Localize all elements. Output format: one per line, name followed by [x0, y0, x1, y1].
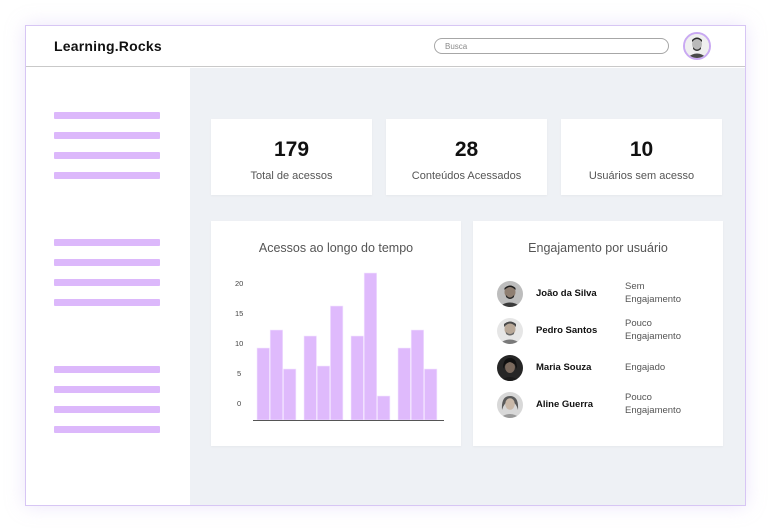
sidebar-menu-item[interactable] — [54, 172, 160, 179]
stat-card-contents-accessed: 28 Conteúdos Acessados — [386, 119, 547, 195]
list-item[interactable]: Pedro Santos Pouco Engajamento — [497, 317, 717, 345]
top-header: Learning.Rocks — [26, 26, 745, 67]
search-input[interactable] — [434, 38, 669, 54]
status-line: Engajamento — [625, 404, 681, 416]
chart-bar — [303, 335, 317, 421]
list-item[interactable]: Maria Souza Engajado — [497, 354, 717, 382]
sidebar-menu-item[interactable] — [54, 386, 160, 393]
sidebar-menu-item[interactable] — [54, 132, 160, 139]
chart-bar — [350, 335, 364, 421]
chart-bar — [377, 395, 391, 421]
chart-panel: Acessos ao longo do tempo 20 15 10 5 0 — [211, 221, 461, 446]
user-name: Pedro Santos — [536, 325, 598, 336]
sidebar-menu-item[interactable] — [54, 239, 160, 246]
stat-value: 28 — [454, 138, 479, 161]
engagement-status: Engajado — [625, 362, 715, 375]
stat-label: Conteúdos Acessados — [411, 170, 522, 182]
status-line: Engajado — [625, 362, 666, 373]
engagement-status: Pouco Engajamento — [625, 318, 715, 343]
user-photo-icon — [497, 355, 523, 381]
status-line: Pouco — [625, 392, 652, 403]
status-line: Sem — [625, 281, 645, 292]
status-line: Engajamento — [625, 293, 681, 305]
y-tick-label: 0 — [237, 399, 242, 408]
list-item[interactable]: João da Silva Sem Engajamento — [497, 280, 717, 308]
user-photo-icon — [497, 318, 523, 344]
sidebar-menu-item[interactable] — [54, 426, 160, 433]
stat-value: 179 — [273, 138, 310, 161]
engagement-panel: Engajamento por usuário João da Silva Se… — [473, 221, 723, 446]
brand-logo[interactable]: Learning.Rocks — [54, 38, 162, 54]
chart-bar — [269, 329, 284, 421]
engagement-title: Engajamento por usuário — [528, 241, 668, 255]
status-line: Pouco — [625, 318, 652, 329]
chart-bar — [410, 329, 424, 421]
user-name: João da Silva — [536, 288, 597, 299]
chart-bar — [283, 368, 297, 421]
user-name: Maria Souza — [536, 362, 592, 373]
dashboard-content: 179 Total de acessos 28 Conteúdos Acessa… — [190, 68, 745, 505]
engagement-status: Sem Engajamento — [625, 281, 715, 306]
chart-bar — [256, 347, 270, 421]
sidebar-menu-item[interactable] — [54, 406, 160, 413]
stat-card-users-without-access: 10 Usuários sem acesso — [561, 119, 722, 195]
sidebar-menu-item[interactable] — [54, 299, 160, 306]
sidebar-menu-item[interactable] — [54, 259, 160, 266]
user-photo-icon — [497, 392, 523, 418]
stat-label: Usuários sem acesso — [588, 170, 695, 182]
user-photo-icon — [497, 281, 523, 307]
chart-bar — [363, 272, 377, 421]
status-line: Engajamento — [625, 330, 681, 342]
chart-title: Acessos ao longo do tempo — [258, 241, 414, 255]
sidebar — [26, 68, 190, 505]
stat-label: Total de acessos — [250, 170, 333, 182]
user-avatar-icon[interactable] — [683, 32, 711, 60]
chart-bar — [316, 365, 330, 421]
stat-value: 10 — [629, 138, 654, 161]
chart-bar — [397, 347, 411, 421]
list-item[interactable]: Aline Guerra Pouco Engajamento — [497, 391, 717, 419]
bar-chart — [253, 272, 444, 421]
sidebar-menu-item[interactable] — [54, 152, 160, 159]
stat-card-total-accesses: 179 Total de acessos — [211, 119, 372, 195]
chart-bar — [424, 368, 438, 421]
user-name: Aline Guerra — [536, 399, 594, 410]
sidebar-menu-item[interactable] — [54, 112, 160, 119]
y-tick-label: 5 — [237, 369, 242, 378]
sidebar-menu-item[interactable] — [54, 366, 160, 373]
engagement-status: Pouco Engajamento — [625, 392, 715, 417]
app-window: Learning.Rocks 179 Total de aces — [25, 25, 746, 506]
sidebar-menu-item[interactable] — [54, 279, 160, 286]
y-tick-label: 10 — [235, 339, 244, 348]
chart-bar — [330, 305, 344, 421]
y-tick-label: 20 — [235, 279, 244, 288]
y-tick-label: 15 — [235, 309, 244, 318]
